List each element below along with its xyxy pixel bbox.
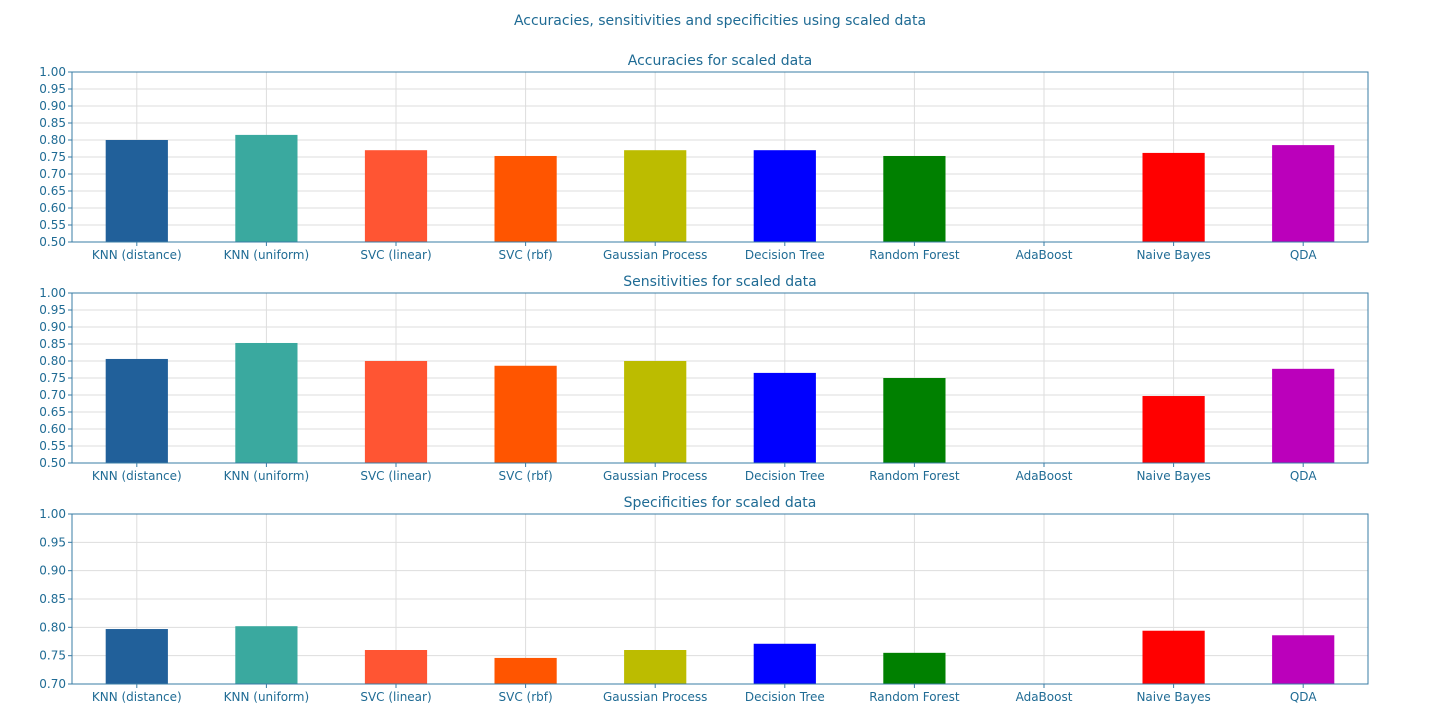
axes-frame bbox=[71, 513, 1369, 685]
x-tick-label: QDA bbox=[1290, 469, 1317, 483]
y-tick-label: 0.65 bbox=[39, 405, 66, 419]
bar-svc-linear bbox=[364, 361, 428, 463]
y-tick-label: 0.70 bbox=[39, 677, 66, 691]
x-tick-label: SVC (linear) bbox=[360, 248, 431, 262]
axes-frame bbox=[71, 292, 1369, 464]
bar-naive-bayes bbox=[1142, 152, 1205, 242]
bar-knn-distance bbox=[105, 629, 168, 684]
y-tick-label: 1.00 bbox=[39, 507, 66, 521]
y-tick-label: 0.80 bbox=[39, 620, 66, 634]
chart-panel-1: Accuracies for scaled data 0.50 0.55 0.60 0.… bbox=[39, 53, 1369, 262]
y-tick-label: 1.00 bbox=[39, 286, 66, 300]
bar-naive-bayes bbox=[1142, 396, 1205, 463]
y-tick-label: 0.70 bbox=[39, 388, 66, 402]
y-tick-label: 0.55 bbox=[39, 218, 66, 232]
x-tick-label: SVC (rbf) bbox=[499, 248, 553, 262]
x-tick-label: Naive Bayes bbox=[1136, 690, 1210, 704]
y-tick-label: 0.95 bbox=[39, 303, 66, 317]
chart-title: Specificities for scaled data bbox=[624, 495, 817, 511]
x-tick-label: Gaussian Process bbox=[603, 469, 707, 483]
bar-knn-distance bbox=[105, 358, 168, 463]
y-tick-label: 0.75 bbox=[39, 371, 66, 385]
y-tick-label: 0.70 bbox=[39, 167, 66, 181]
bar-naive-bayes bbox=[1142, 630, 1205, 684]
bar-qda bbox=[1272, 368, 1335, 463]
bar-gaussian-process bbox=[624, 650, 687, 684]
bar-random-forest bbox=[883, 652, 946, 684]
chart-title: Accuracies for scaled data bbox=[628, 53, 813, 69]
x-tick-label: Decision Tree bbox=[745, 469, 825, 483]
y-tick-label: 1.00 bbox=[39, 65, 66, 79]
figure-title: Accuracies, sensitivities and specificit… bbox=[514, 13, 926, 29]
x-tick-label: QDA bbox=[1290, 248, 1317, 262]
x-tick-label: QDA bbox=[1290, 690, 1317, 704]
y-tick-label: 0.80 bbox=[39, 133, 66, 147]
bar-svc-linear bbox=[364, 650, 428, 684]
x-tick-label: SVC (rbf) bbox=[499, 469, 553, 483]
x-tick-label: KNN (distance) bbox=[92, 690, 182, 704]
x-tick-label: SVC (linear) bbox=[360, 469, 431, 483]
x-tick-label: Naive Bayes bbox=[1136, 469, 1210, 483]
x-tick-label: SVC (rbf) bbox=[499, 690, 553, 704]
x-tick-label: KNN (uniform) bbox=[224, 690, 310, 704]
y-tick-label: 0.85 bbox=[39, 592, 66, 606]
bar-svc-rbf bbox=[494, 657, 557, 684]
bar-svc-rbf bbox=[494, 365, 557, 463]
bar-decision-tree bbox=[753, 372, 816, 463]
x-tick-label: KNN (distance) bbox=[92, 469, 182, 483]
bar-gaussian-process bbox=[624, 150, 687, 242]
x-tick-label: Naive Bayes bbox=[1136, 248, 1210, 262]
y-tick-label: 0.90 bbox=[39, 564, 66, 578]
y-tick-label: 0.60 bbox=[39, 201, 66, 215]
bar-decision-tree bbox=[753, 643, 816, 684]
chart-panel-2: Sensitivities for scaled data 0.50 0.55 0.6… bbox=[39, 274, 1369, 483]
x-tick-label: Gaussian Process bbox=[603, 690, 707, 704]
bar-knn-uniform bbox=[235, 626, 298, 684]
y-tick-label: 0.90 bbox=[39, 99, 66, 113]
bar-knn-distance bbox=[105, 140, 168, 242]
bar-decision-tree bbox=[753, 150, 816, 242]
chart-panel-3: Specificities for scaled data 0.70 0.75 0.8… bbox=[39, 495, 1369, 704]
bar-gaussian-process bbox=[624, 361, 687, 463]
x-tick-label: Decision Tree bbox=[745, 690, 825, 704]
y-tick-label: 0.50 bbox=[39, 456, 66, 470]
bar-knn-uniform bbox=[235, 342, 298, 463]
bar-random-forest bbox=[883, 155, 946, 242]
x-tick-label: AdaBoost bbox=[1016, 690, 1073, 704]
x-tick-label: Random Forest bbox=[869, 469, 960, 483]
bar-svc-rbf bbox=[494, 155, 557, 242]
x-tick-label: KNN (uniform) bbox=[224, 469, 310, 483]
bar-knn-uniform bbox=[235, 134, 298, 242]
charts-container: Accuracies for scaled data 0.50 0.55 0.60 0.… bbox=[39, 53, 1369, 704]
y-tick-label: 0.50 bbox=[39, 235, 66, 249]
y-tick-label: 0.75 bbox=[39, 649, 66, 663]
y-tick-label: 0.95 bbox=[39, 535, 66, 549]
x-tick-label: AdaBoost bbox=[1016, 469, 1073, 483]
y-tick-label: 0.65 bbox=[39, 184, 66, 198]
axes-frame bbox=[71, 71, 1369, 243]
x-tick-label: SVC (linear) bbox=[360, 690, 431, 704]
x-tick-label: KNN (distance) bbox=[92, 248, 182, 262]
x-tick-label: Random Forest bbox=[869, 248, 960, 262]
y-tick-label: 0.85 bbox=[39, 337, 66, 351]
y-tick-label: 0.55 bbox=[39, 439, 66, 453]
chart-title: Sensitivities for scaled data bbox=[623, 274, 817, 290]
y-tick-label: 0.80 bbox=[39, 354, 66, 368]
y-tick-label: 0.85 bbox=[39, 116, 66, 130]
y-tick-label: 0.75 bbox=[39, 150, 66, 164]
bar-qda bbox=[1272, 145, 1335, 242]
x-tick-label: Random Forest bbox=[869, 690, 960, 704]
x-tick-label: Decision Tree bbox=[745, 248, 825, 262]
x-tick-label: KNN (uniform) bbox=[224, 248, 310, 262]
x-tick-label: AdaBoost bbox=[1016, 248, 1073, 262]
y-tick-label: 0.90 bbox=[39, 320, 66, 334]
y-tick-label: 0.95 bbox=[39, 82, 66, 96]
y-tick-label: 0.60 bbox=[39, 422, 66, 436]
bar-svc-linear bbox=[364, 150, 428, 242]
x-tick-label: Gaussian Process bbox=[603, 248, 707, 262]
bar-random-forest bbox=[883, 378, 946, 463]
bar-qda bbox=[1272, 635, 1335, 684]
